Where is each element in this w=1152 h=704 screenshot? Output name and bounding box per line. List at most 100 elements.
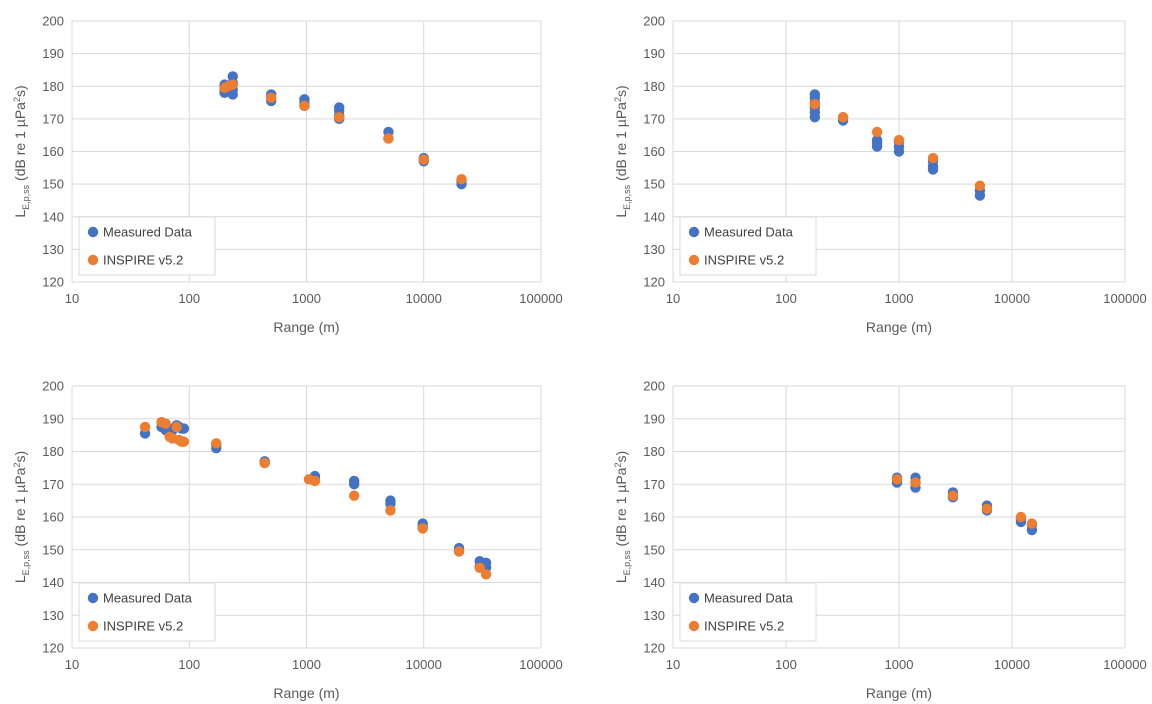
- y-tick-label: 180: [42, 444, 64, 459]
- legend-label: INSPIRE v5.2: [103, 253, 183, 268]
- x-tick-label: 10: [65, 291, 79, 306]
- series-inspire-v5-2: [809, 98, 986, 191]
- inspire-point: [809, 98, 821, 110]
- inspire-point: [160, 418, 171, 429]
- chart-panel-1: 120 130 140 150 160 170 180 190 200 10 100 1000 1000…: [12, 14, 563, 336]
- y-axis-title-unit-end: s): [12, 451, 28, 463]
- y-axis-title-unit: (dB re 1 µPa: [12, 102, 28, 185]
- y-tick-label: 130: [643, 608, 665, 623]
- legend-box: [679, 582, 817, 642]
- x-tick-label: 10: [666, 291, 680, 306]
- legend-marker: [87, 226, 99, 238]
- y-axis-title-main: L: [613, 210, 629, 218]
- legend: Measured Data INSPIRE v5.2: [679, 216, 817, 276]
- inspire-point: [1026, 518, 1038, 529]
- y-tick-label: 120: [643, 275, 665, 290]
- legend-marker: [688, 254, 700, 266]
- inspire-point: [259, 457, 270, 469]
- inspire-point: [981, 503, 993, 515]
- y-tick-label: 170: [42, 111, 64, 126]
- y-tick-label: 200: [42, 14, 64, 29]
- x-tick-label: 100000: [519, 657, 562, 672]
- y-tick-label: 160: [42, 510, 64, 525]
- legend-label: Measured Data: [704, 225, 794, 240]
- series-measured-data: [219, 71, 467, 190]
- inspire-point: [871, 126, 883, 138]
- inspire-point: [947, 490, 959, 501]
- y-axis-title-unit-end: s): [12, 85, 28, 97]
- y-tick-label: 190: [42, 411, 64, 426]
- measured-data-point: [809, 89, 821, 100]
- y-axis-title-unit-end: s): [613, 85, 629, 97]
- x-tick-label: 1000: [885, 291, 914, 306]
- y-tick-label: 190: [643, 46, 665, 61]
- x-tick-label: 100: [178, 291, 200, 306]
- y-axis-title-unit: (dB re 1 µPa: [613, 467, 629, 550]
- y-tick-label: 180: [643, 444, 665, 459]
- y-axis-title-subscript: E,p,ss: [21, 184, 31, 210]
- x-tick-label: 100: [178, 657, 200, 672]
- x-tick-label: 100000: [1103, 657, 1146, 672]
- inspire-point: [837, 112, 849, 123]
- y-axis-title: LE,p,ss (dB re 1 µPa2s): [613, 85, 632, 217]
- legend-marker: [688, 592, 700, 604]
- y-tick-label: 140: [42, 575, 64, 590]
- series-inspire-v5-2: [139, 416, 492, 580]
- x-tick-label: 100: [775, 657, 797, 672]
- legend-label: INSPIRE v5.2: [103, 619, 183, 634]
- y-axis-title-main: L: [12, 210, 28, 218]
- y-axis-title-unit-end: s): [613, 451, 629, 463]
- y-axis-title-main: L: [613, 575, 629, 583]
- inspire-point: [171, 421, 182, 433]
- inspire-point: [480, 569, 492, 580]
- y-axis-title-subscript: E,p,ss: [622, 550, 632, 576]
- y-axis-title-superscript: 2: [613, 463, 623, 468]
- y-axis-title-subscript: E,p,ss: [622, 184, 632, 210]
- y-axis-title-unit: (dB re 1 µPa: [613, 102, 629, 185]
- x-tick-label: 10000: [406, 291, 442, 306]
- chart-panel-2: 120 130 140 150 160 170 180 190 200 10 100 1000 1000…: [613, 14, 1147, 336]
- y-tick-label: 130: [42, 242, 64, 257]
- inspire-point: [893, 134, 905, 146]
- x-tick-label: 10: [65, 657, 79, 672]
- legend-marker: [87, 254, 99, 266]
- x-tick-label: 1000: [292, 291, 321, 306]
- y-tick-label: 160: [42, 144, 64, 159]
- legend-label: Measured Data: [103, 225, 193, 240]
- inspire-point: [1015, 511, 1027, 523]
- y-axis-title-subscript: E,p,ss: [21, 550, 31, 576]
- inspire-point: [211, 438, 222, 449]
- x-tick-label: 10: [666, 657, 680, 672]
- inspire-point: [474, 562, 485, 573]
- legend-marker: [87, 592, 99, 604]
- y-tick-label: 150: [643, 177, 665, 192]
- inspire-point: [910, 477, 921, 488]
- x-axis-title: Range (m): [273, 319, 339, 335]
- y-tick-label: 180: [42, 79, 64, 94]
- measured-data-point: [348, 475, 360, 487]
- x-tick-label: 100: [775, 291, 797, 306]
- legend-marker: [87, 620, 99, 632]
- x-tick-label: 1000: [885, 657, 914, 672]
- inspire-point: [139, 421, 151, 433]
- y-axis-title-unit: (dB re 1 µPa: [12, 467, 28, 550]
- inspire-point: [417, 523, 428, 534]
- inspire-point: [418, 154, 429, 165]
- y-tick-label: 190: [643, 411, 665, 426]
- y-tick-label: 140: [643, 209, 665, 224]
- y-axis-title-superscript: 2: [613, 97, 623, 102]
- legend-label: Measured Data: [704, 591, 794, 606]
- y-tick-label: 120: [42, 641, 64, 656]
- y-tick-label: 150: [643, 542, 665, 557]
- y-tick-label: 200: [643, 379, 665, 394]
- legend-box: [78, 216, 216, 276]
- measured-data-point: [385, 495, 396, 506]
- inspire-point: [299, 100, 310, 112]
- y-tick-label: 160: [643, 510, 665, 525]
- x-tick-label: 100000: [1103, 291, 1146, 306]
- measured-data-point: [333, 102, 345, 113]
- inspire-point: [266, 92, 277, 103]
- legend-marker: [688, 620, 700, 632]
- x-tick-label: 1000: [292, 657, 321, 672]
